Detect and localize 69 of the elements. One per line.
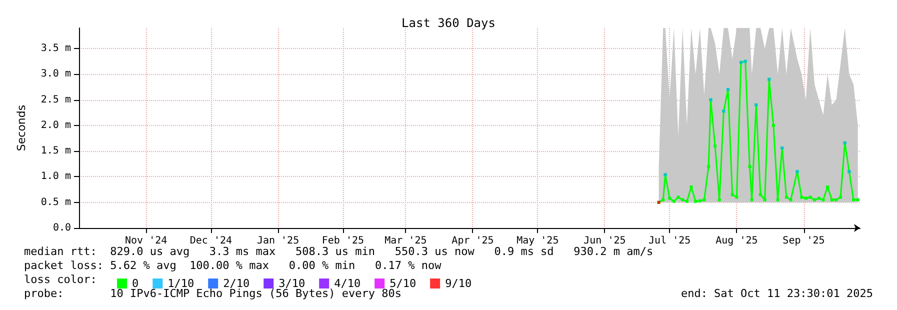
point [776, 198, 780, 202]
legend-label: 3/10 [278, 277, 306, 290]
point [730, 193, 734, 196]
point [839, 196, 842, 199]
x-tick-label: Aug '25 [716, 236, 758, 246]
y-tick-label: 3.0 m [40, 68, 71, 80]
x-tick-label: Mar '25 [384, 236, 427, 246]
y-tick-label: 0.0 [52, 222, 71, 234]
text: end: Sat Oct 11 23:30:01 2025 [680, 287, 874, 300]
legend-title: loss color: [24, 273, 97, 286]
point [822, 198, 825, 202]
x-tick-label: Dec '24 [190, 236, 232, 246]
text: packet loss: 5.62 % avg 100.00 % max 0.00 % min 0.17 % now [24, 259, 442, 272]
y-axis-title: Seconds [15, 104, 28, 152]
y-tick-label: 1.5 m [40, 146, 71, 157]
x-tick-label: Jun '25 [584, 236, 626, 246]
point [856, 198, 860, 202]
point [681, 198, 684, 202]
point [763, 198, 766, 202]
x-tick-label: Sep '25 [782, 236, 825, 246]
legend-label: 2/10 [223, 277, 250, 290]
y-tick-label: 2.0 m [40, 120, 71, 131]
point [789, 198, 792, 202]
point [750, 198, 754, 202]
x-tick-label: Jan '25 [256, 236, 300, 246]
point [707, 164, 710, 168]
x-tick-label: Feb '25 [322, 236, 364, 246]
line-series [657, 60, 860, 204]
point [834, 198, 838, 202]
point [772, 124, 775, 127]
point [672, 200, 676, 203]
point [735, 196, 738, 199]
point [817, 196, 820, 200]
point [800, 196, 804, 199]
point [718, 198, 721, 202]
chart-title: Last 360 Days [402, 16, 496, 30]
legend-label: 1/10 [168, 277, 194, 290]
text: median rtt: 829.0 us avg 3.3 ms max 508.3 us min 550.3 us now 0.9 ms sd 930.2 m am/s [24, 245, 654, 258]
point [758, 193, 762, 196]
legend-label: 5/10 [390, 277, 416, 290]
x-tick-label: May '25 [516, 236, 559, 246]
y-tick-label: 3.5 m [40, 43, 71, 54]
x-tick-label: Nov '24 [124, 236, 168, 246]
y-tick-label: 0.5 m [40, 196, 71, 208]
point [662, 198, 665, 202]
point [852, 198, 856, 202]
text: probe: 10 IPv6-ICMP Echo Pings (56 Bytes) every 80s [24, 287, 402, 300]
point [714, 144, 717, 148]
point [698, 199, 702, 202]
y-tick-label: 2.5 m [40, 94, 71, 106]
legend-label: 4/10 [334, 277, 361, 290]
legend-label: 9/10 [445, 277, 472, 290]
point [808, 196, 812, 199]
x-tick-label: Apr '25 [452, 236, 494, 246]
point [676, 196, 680, 199]
point [694, 200, 698, 203]
point [826, 185, 830, 188]
point [830, 198, 834, 202]
point [690, 185, 693, 188]
point [668, 196, 672, 200]
point [804, 196, 808, 200]
legend-label: 0 [132, 277, 139, 290]
point [784, 196, 788, 199]
y-tick-label: 1.0 m [40, 171, 71, 182]
point [702, 198, 706, 202]
point [813, 198, 816, 202]
point [685, 200, 688, 203]
point [748, 164, 752, 168]
x-tick-label: Jul '25 [648, 236, 691, 246]
